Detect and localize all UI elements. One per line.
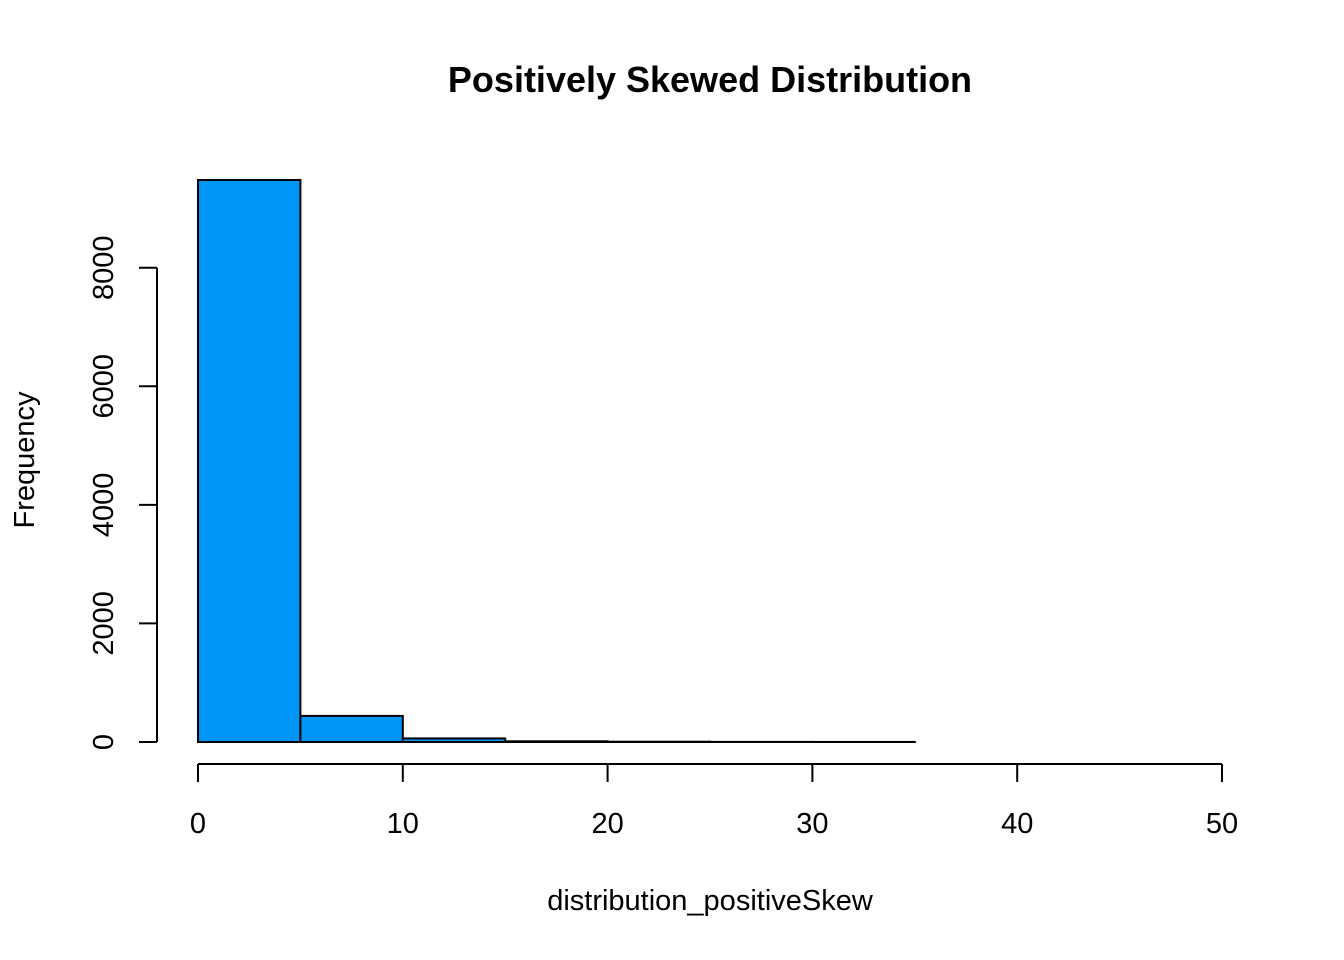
- x-tick-label: 10: [387, 808, 419, 840]
- y-tick-label: 8000: [88, 235, 120, 300]
- x-axis: 0 10 20 30 40 50: [190, 763, 1238, 840]
- x-tick-label: 30: [796, 808, 828, 840]
- histogram-bar: [401, 737, 507, 744]
- x-tick-label: 0: [190, 808, 206, 840]
- y-tick-label: 6000: [88, 354, 120, 419]
- y-tick-label: 2000: [88, 591, 120, 656]
- x-tick-label: 40: [1001, 808, 1033, 840]
- histogram-bar: [299, 714, 404, 743]
- y-axis-label: Frequency: [9, 391, 41, 529]
- chart-title: Positively Skewed Distribution: [448, 59, 972, 100]
- histogram-bar: [504, 740, 609, 744]
- x-axis-label: distribution_positiveSkew: [547, 885, 874, 917]
- bars-group: [197, 179, 916, 744]
- x-tick-label: 50: [1206, 808, 1238, 840]
- y-tick-label: 4000: [88, 473, 120, 538]
- x-tick-label: 20: [591, 808, 623, 840]
- y-axis: 0 2000 4000 6000 8000: [88, 235, 158, 750]
- y-tick-label: 0: [88, 734, 120, 750]
- histogram-bar: [197, 179, 302, 743]
